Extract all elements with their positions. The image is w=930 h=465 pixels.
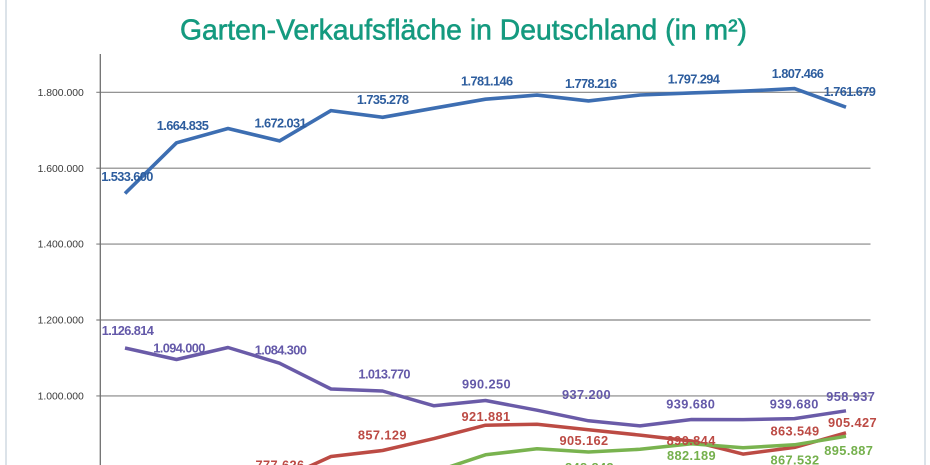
svg-text:1.664.835: 1.664.835 (157, 118, 209, 133)
svg-text:867.532: 867.532 (770, 452, 819, 465)
svg-text:958.937: 958.937 (826, 389, 875, 404)
svg-text:905.162: 905.162 (559, 433, 608, 448)
svg-text:777.626: 777.626 (255, 458, 304, 465)
svg-text:1.797.294: 1.797.294 (668, 71, 721, 86)
svg-text:1.400.000: 1.400.000 (38, 240, 84, 251)
svg-text:1.084.300: 1.084.300 (255, 343, 307, 358)
svg-text:937.200: 937.200 (562, 387, 611, 402)
svg-text:1.761.679: 1.761.679 (824, 84, 876, 99)
svg-text:1.000.000: 1.000.000 (38, 392, 84, 403)
svg-text:1.735.278: 1.735.278 (357, 92, 409, 107)
svg-text:1.800.000: 1.800.000 (38, 88, 84, 99)
svg-text:1.778.216: 1.778.216 (565, 76, 617, 91)
svg-text:990.250: 990.250 (462, 376, 511, 391)
svg-text:1.533.600: 1.533.600 (101, 169, 153, 184)
svg-text:848.843: 848.843 (565, 460, 614, 465)
svg-text:882.189: 882.189 (667, 448, 716, 463)
svg-text:1.807.466: 1.807.466 (772, 66, 824, 81)
svg-text:1.781.146: 1.781.146 (461, 74, 513, 89)
svg-text:1.126.814: 1.126.814 (102, 323, 155, 338)
svg-text:895.887: 895.887 (824, 443, 873, 458)
svg-text:1.600.000: 1.600.000 (38, 164, 84, 175)
svg-text:863.549: 863.549 (770, 423, 819, 438)
svg-text:1.094.000: 1.094.000 (153, 340, 205, 355)
svg-text:1.672.031: 1.672.031 (255, 116, 307, 131)
svg-text:Garten-Verkaufsfläche in Deuts: Garten-Verkaufsfläche in Deutschland (in… (180, 15, 747, 47)
svg-text:905.427: 905.427 (828, 415, 877, 430)
svg-text:857.129: 857.129 (358, 428, 407, 443)
svg-text:1.200.000: 1.200.000 (38, 316, 84, 327)
svg-text:890.844: 890.844 (667, 433, 717, 448)
svg-text:921.881: 921.881 (461, 409, 510, 424)
svg-text:939.680: 939.680 (666, 396, 715, 411)
svg-text:1.013.770: 1.013.770 (358, 367, 410, 382)
svg-text:939.680: 939.680 (770, 396, 819, 411)
